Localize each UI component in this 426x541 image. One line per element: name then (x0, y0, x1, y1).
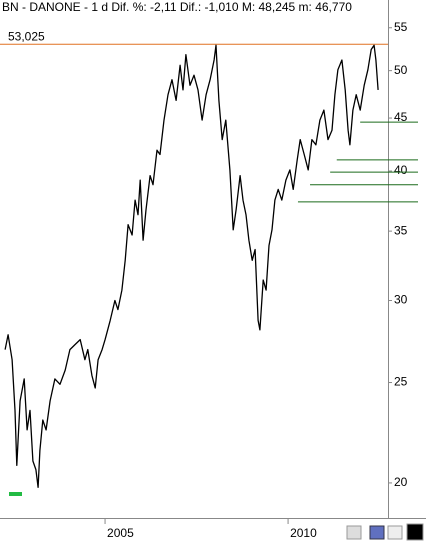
x-tick-label: 2010 (290, 526, 317, 540)
save-button[interactable] (369, 525, 385, 540)
chart-title: BN - DANONE - 1 d Dif. %: -2,11 Dif.: -1… (2, 0, 352, 14)
tool-button[interactable] (346, 525, 362, 540)
reference-label: 53,025 (8, 29, 45, 43)
y-tick-label: 40 (394, 163, 408, 177)
marker (9, 492, 22, 496)
y-tick-label: 50 (394, 63, 408, 77)
x-tick-label: 2005 (107, 526, 134, 540)
y-tick-label: 45 (394, 110, 408, 124)
y-tick-label: 55 (394, 20, 408, 34)
y-tick-label: 20 (394, 475, 408, 489)
y-tick-label: 25 (394, 375, 408, 389)
pin-button[interactable] (387, 525, 403, 540)
toolbar (346, 523, 424, 541)
y-tick-label: 30 (394, 293, 408, 307)
y-tick-label: 35 (394, 223, 408, 237)
price-line (4, 44, 379, 489)
color-button[interactable] (406, 523, 424, 541)
